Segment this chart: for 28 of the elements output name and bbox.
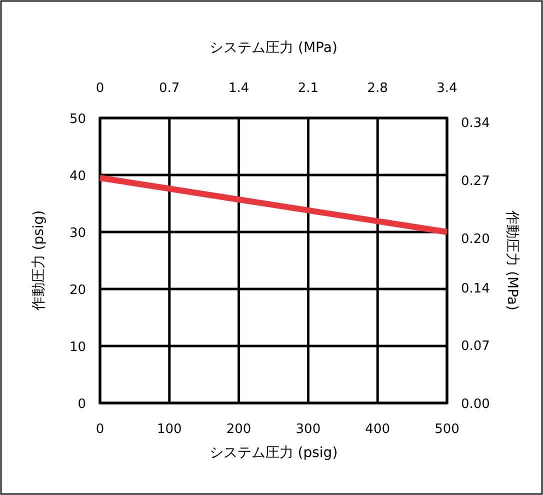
x2-tick-label: 0 xyxy=(96,81,104,96)
y2-tick-label: 0.07 xyxy=(461,339,490,354)
y-axis-title: 作動圧力 (psig) xyxy=(31,210,47,312)
y2-tick-label: 0.00 xyxy=(461,397,490,412)
x2-axis-title: システム圧力 (MPa) xyxy=(210,40,338,56)
x2-tick-label: 0.7 xyxy=(159,81,180,96)
y2-tick-label: 0.20 xyxy=(461,232,490,247)
x-tick-label: 500 xyxy=(434,422,460,437)
y-tick-label: 10 xyxy=(69,340,86,355)
y2-axis-title: 作動圧力 (MPa) xyxy=(504,210,520,310)
x-tick-label: 100 xyxy=(156,422,182,437)
y2-tick-label: 0.14 xyxy=(461,281,490,296)
x-axis-title: システム圧力 (psig) xyxy=(209,445,338,461)
y-tick-label: 0 xyxy=(78,397,86,412)
x-tick-label: 400 xyxy=(365,422,390,437)
x2-tick-label: 1.4 xyxy=(228,81,250,96)
y-tick-label: 40 xyxy=(69,169,86,184)
y2-tick-label: 0.27 xyxy=(461,174,490,189)
x2-tick-label: 2.8 xyxy=(367,81,388,96)
x2-tick-label: 2.1 xyxy=(298,81,319,96)
y-tick-label: 30 xyxy=(69,226,86,241)
y-tick-label: 50 xyxy=(69,112,86,127)
x2-tick-label: 3.4 xyxy=(436,81,458,96)
x-tick-label: 300 xyxy=(296,422,321,437)
x-tick-label: 0 xyxy=(96,422,104,437)
y-tick-label: 20 xyxy=(69,283,86,298)
x-tick-label: 200 xyxy=(226,422,252,437)
y2-tick-label: 0.34 xyxy=(461,116,490,132)
